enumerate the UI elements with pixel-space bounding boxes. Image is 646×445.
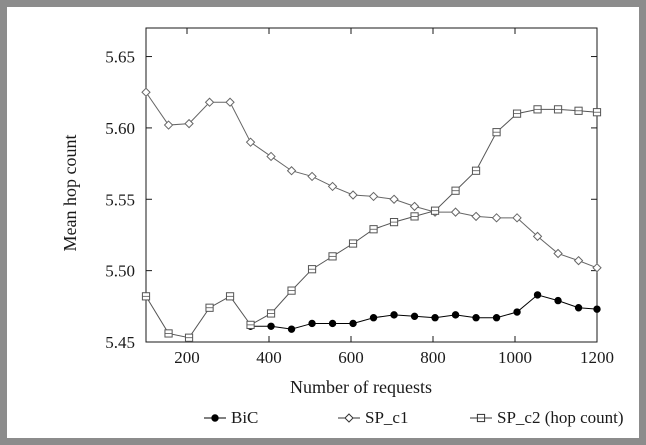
data-point: [553, 248, 563, 259]
data-point: [472, 314, 480, 322]
y-tick-label: 5.55: [105, 190, 135, 209]
data-point: [451, 311, 460, 319]
data-point: [390, 311, 398, 319]
y-tick-label: 5.50: [105, 262, 135, 281]
data-point: [308, 319, 316, 328]
data-point: [348, 239, 358, 248]
data-point: [410, 312, 419, 321]
data-point: [491, 213, 502, 223]
x-tick-label: 1200: [580, 348, 614, 367]
data-point: [267, 322, 275, 330]
data-point: [554, 296, 562, 305]
data-point: [471, 166, 481, 175]
data-point: [266, 151, 276, 162]
y-axis-title: Mean hop count: [60, 135, 80, 252]
series-line: [145, 91, 598, 269]
data-point: [533, 291, 542, 299]
series-line: [145, 108, 598, 339]
x-tick-label: 400: [256, 348, 282, 367]
x-axis: 200 400 600 800 1000 1200: [174, 28, 614, 367]
data-point: [389, 194, 399, 204]
data-point: [492, 128, 501, 137]
y-tick-label: 5.60: [105, 119, 135, 138]
legend-item-1: BiC: [204, 408, 258, 427]
data-point: [369, 314, 378, 322]
data-point: [450, 207, 461, 217]
data-point: [593, 305, 601, 313]
plot-area: [145, 27, 598, 343]
data-point: [348, 190, 358, 200]
data-point: [451, 186, 460, 195]
data-point: [307, 171, 317, 182]
data-point: [471, 211, 481, 222]
data-point: [512, 213, 522, 223]
data-point: [592, 108, 602, 117]
y-tick-label: 5.65: [105, 48, 135, 67]
legend-marker: [344, 413, 354, 423]
data-point: [553, 105, 563, 114]
data-point: [245, 137, 256, 147]
series-layer: [141, 87, 602, 342]
x-tick-label: 1000: [498, 348, 532, 367]
data-point: [410, 212, 419, 221]
y-axis: 5.45 5.50 5.55 5.60 5.65: [105, 48, 597, 352]
data-point: [533, 105, 542, 114]
legend: BiC SP_c1 SP_c2 (hop count): [204, 408, 624, 427]
data-point: [141, 87, 151, 97]
legend-item-2: SP_c1: [338, 408, 408, 427]
data-point: [349, 319, 357, 328]
legend-label: BiC: [231, 408, 258, 427]
data-point: [574, 106, 583, 115]
legend-item-3: SP_c2 (hop count): [470, 408, 624, 427]
data-point: [431, 314, 439, 322]
data-point: [573, 255, 584, 266]
data-point: [327, 181, 338, 192]
y-tick-label: 5.45: [105, 333, 135, 352]
data-point: [369, 225, 378, 234]
data-point: [141, 292, 151, 301]
plot-frame: [145, 27, 598, 343]
data-point: [205, 303, 214, 312]
data-point: [368, 191, 379, 202]
data-point: [409, 201, 420, 212]
data-point: [225, 97, 235, 107]
data-point: [574, 304, 583, 312]
data-point: [328, 319, 337, 328]
x-tick-label: 600: [338, 348, 364, 367]
legend-label: SP_c2 (hop count): [497, 408, 624, 427]
legend-marker: [211, 414, 219, 422]
data-point: [307, 265, 317, 274]
data-point: [513, 308, 521, 316]
data-point: [184, 333, 194, 342]
x-axis-title: Number of requests: [290, 377, 432, 397]
data-point: [184, 118, 194, 129]
data-point: [287, 286, 296, 295]
data-point: [225, 292, 235, 301]
data-point: [430, 206, 440, 215]
series-1: [246, 291, 601, 333]
series-2: [141, 87, 602, 273]
legend-marker: [476, 413, 486, 423]
data-point: [287, 325, 296, 333]
data-point: [512, 109, 522, 118]
x-tick-label: 800: [420, 348, 446, 367]
x-tick-label: 200: [174, 348, 200, 367]
data-point: [592, 263, 602, 273]
data-point: [389, 218, 399, 227]
data-point: [204, 97, 215, 107]
data-point: [164, 329, 173, 338]
legend-label: SP_c1: [365, 408, 408, 427]
data-point: [532, 231, 543, 242]
data-point: [492, 314, 501, 322]
data-point: [163, 120, 174, 130]
data-point: [328, 252, 337, 261]
data-point: [266, 309, 276, 318]
series-line: [250, 294, 598, 330]
series-3: [141, 105, 602, 342]
data-point: [246, 320, 255, 329]
data-point: [286, 166, 297, 176]
